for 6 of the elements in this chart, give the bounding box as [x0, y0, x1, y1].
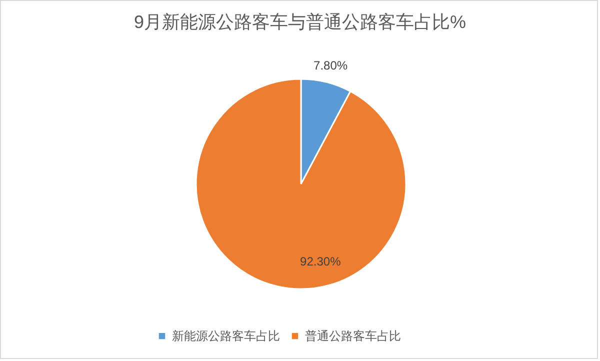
legend-label: 新能源公路客车占比 — [172, 329, 280, 344]
data-label: 92.30% — [300, 254, 342, 269]
pie-slice — [195, 78, 407, 290]
chart-title: 9月新能源公路客车与普通公路客车占比% — [134, 12, 466, 32]
legend-label: 普通公路客车占比 — [305, 329, 401, 344]
data-label: 7.80% — [314, 58, 348, 73]
